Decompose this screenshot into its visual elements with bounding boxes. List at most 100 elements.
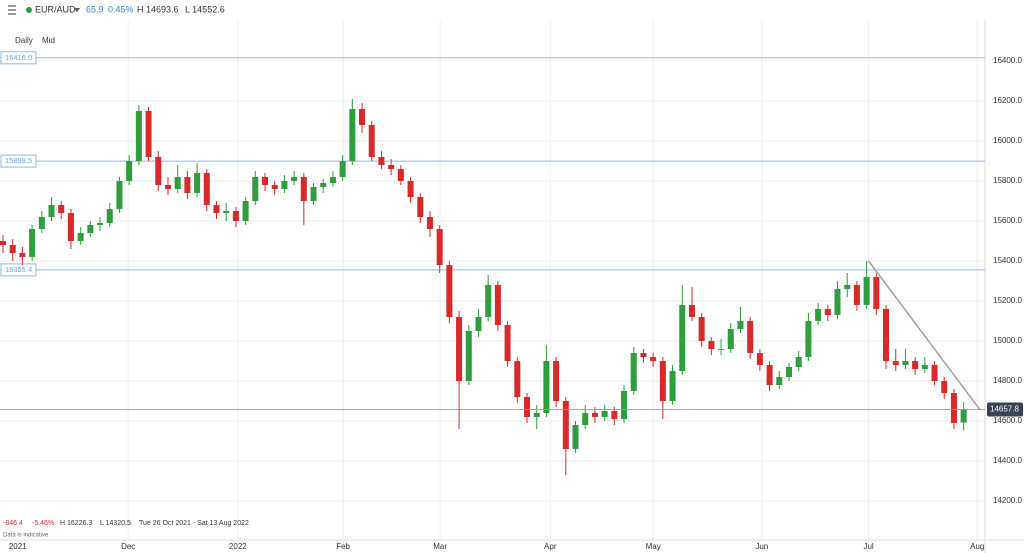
- candle-body: [9, 245, 16, 253]
- candle-body: [446, 265, 453, 317]
- y-tick-label: 15800.0: [993, 176, 1022, 185]
- candle-body: [310, 187, 317, 201]
- candle-body: [281, 181, 288, 189]
- change-pct: 0.45%: [108, 4, 134, 14]
- candle-body: [514, 361, 521, 397]
- y-tick-label: 15200.0: [993, 296, 1022, 305]
- candle-body: [145, 111, 152, 157]
- candle-body: [902, 361, 909, 365]
- menu-icon[interactable]: [8, 5, 16, 15]
- x-tick-label: May: [646, 542, 661, 551]
- x-tick-label: Aug: [970, 542, 984, 551]
- trendline: [867, 260, 981, 411]
- candle-body: [126, 161, 133, 181]
- candle-body: [407, 181, 414, 197]
- candle-body: [950, 393, 957, 423]
- candle-body: [261, 177, 269, 185]
- level-label-box: [0, 154, 37, 168]
- candle-body: [621, 391, 628, 419]
- y-tick-label: 14600.0: [993, 416, 1022, 425]
- candle-body: [97, 223, 104, 225]
- footer-note: Data is indicative: [3, 533, 49, 539]
- plot: 14200.0 14400.0 14600.0 14800.0 15000.0 15200…: [0, 20, 1024, 553]
- candle-body: [892, 361, 899, 365]
- candle-body: [242, 201, 249, 221]
- candle-body: [329, 177, 336, 183]
- candle-body: [223, 211, 230, 213]
- candle-body: [67, 213, 74, 241]
- y-tick-label: 14800.0: [993, 376, 1022, 385]
- y-tick-label: 16000.0: [993, 136, 1022, 145]
- candle-body: [824, 309, 831, 315]
- x-tick-label: Jun: [755, 542, 768, 551]
- dropdown-arrow[interactable]: [74, 8, 80, 12]
- candle-body: [494, 285, 501, 325]
- pair[interactable]: EUR/AUD: [35, 4, 76, 14]
- candle-body: [543, 361, 550, 413]
- candle-body: [417, 197, 424, 217]
- header: EUR/AUD 65.9 0.45% H 14693.6 L 14552.6: [8, 4, 225, 15]
- candle-body: [834, 289, 841, 315]
- y-tick-label: 15000.0: [993, 336, 1022, 345]
- candle-body: [708, 341, 715, 349]
- x-tick-label: Apr: [544, 542, 557, 551]
- level-label-box: [0, 51, 37, 65]
- interval[interactable]: Daily: [15, 36, 33, 45]
- candle-body: [155, 157, 162, 185]
- candle-body: [19, 253, 26, 257]
- candle-body: [815, 309, 822, 321]
- candle-body: [572, 425, 579, 449]
- footer: -846.4 -5.46% H 16226.3 L 14320.5 Tue 26…: [3, 520, 249, 539]
- price-type[interactable]: Mid: [42, 36, 55, 45]
- candle-body: [87, 225, 94, 233]
- candle-body: [38, 217, 45, 229]
- candle-body: [368, 125, 375, 157]
- candle-body: [756, 353, 763, 365]
- candle-body: [174, 177, 181, 189]
- candle-body: [582, 413, 589, 425]
- high: H 14693.6: [137, 4, 179, 14]
- candle-body: [630, 353, 637, 391]
- candle-body: [77, 233, 84, 241]
- candle-body: [106, 209, 113, 223]
- candle-body: [213, 205, 220, 213]
- candle-body: [776, 377, 783, 385]
- y-tick-label: 16200.0: [993, 96, 1022, 105]
- candle-body: [252, 177, 259, 201]
- candle-body: [465, 331, 472, 381]
- x-tick-label: Feb: [336, 542, 350, 551]
- candle-body: [921, 365, 928, 369]
- candle-body: [378, 157, 385, 165]
- candle-body: [232, 211, 239, 221]
- candle-body: [485, 285, 492, 317]
- candle-body: [591, 413, 598, 417]
- candle-body: [844, 285, 851, 289]
- candle-body: [533, 413, 540, 417]
- candle-body: [747, 321, 754, 353]
- candle-body: [931, 365, 938, 381]
- y-tick-label: 15400.0: [993, 256, 1022, 265]
- candle-body: [611, 411, 618, 419]
- candle-body: [456, 317, 463, 381]
- candle-body: [339, 161, 346, 177]
- candle-body: [194, 173, 201, 193]
- candle-body: [883, 309, 890, 361]
- footer-range: Tue 26 Oct 2021 - Sat 13 Aug 2022: [139, 520, 249, 527]
- level-label: 15899.5: [5, 156, 32, 165]
- candle-body: [58, 205, 65, 213]
- candle-body: [0, 241, 7, 245]
- candle-body: [785, 367, 792, 377]
- candle-body: [184, 177, 191, 193]
- candle-body: [29, 229, 36, 257]
- candle-body: [873, 277, 880, 309]
- low: L 14552.6: [185, 4, 225, 14]
- candle-body: [349, 109, 356, 161]
- candle-body: [679, 305, 686, 371]
- candle-body: [116, 181, 123, 209]
- candle-body: [359, 109, 366, 125]
- y-tick-label: 14200.0: [993, 496, 1022, 505]
- status-dot: [26, 7, 32, 13]
- y-tick-label: 15600.0: [993, 216, 1022, 225]
- x-tick-label: 2021: [9, 542, 27, 551]
